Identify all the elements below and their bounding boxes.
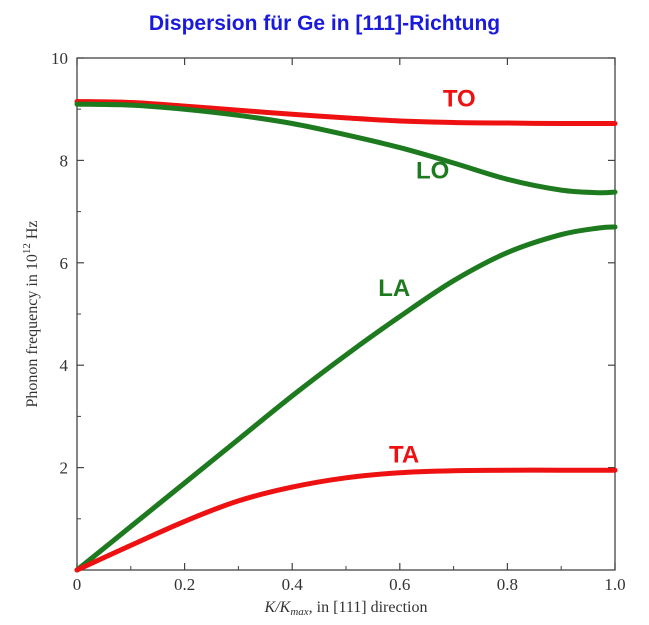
series-line-la [74,224,618,573]
x-tick-label: 0.8 [497,575,518,594]
branch-label-la: LA [378,275,410,302]
x-tick-label: 0.4 [282,575,304,594]
x-tick-label: 1.0 [604,575,625,594]
branch-label-lo: LO [416,157,449,184]
x-tick-label: 0.2 [174,575,195,594]
x-tick-label: 0 [73,575,82,594]
branch-label-ta: TA [389,441,419,468]
y-tick-label: 10 [51,49,68,68]
series-line-lo [74,101,618,196]
y-tick-label: 2 [60,459,69,478]
chart-title: Dispersion für Ge in [111]-Richtung [148,12,501,35]
series-line-to [74,99,618,127]
y-tick-label: 4 [60,356,69,375]
x-tick-label: 0.6 [389,575,410,594]
y-tick-label: 8 [60,151,69,170]
x-axis-label: K/Kmax, in [111] direction [264,599,428,618]
series-line-ta [74,467,618,573]
y-axis-label: Phonon frequency in 1012 Hz [21,221,41,408]
branch-label-to: TO [443,86,476,113]
y-tick-label: 6 [60,254,69,273]
